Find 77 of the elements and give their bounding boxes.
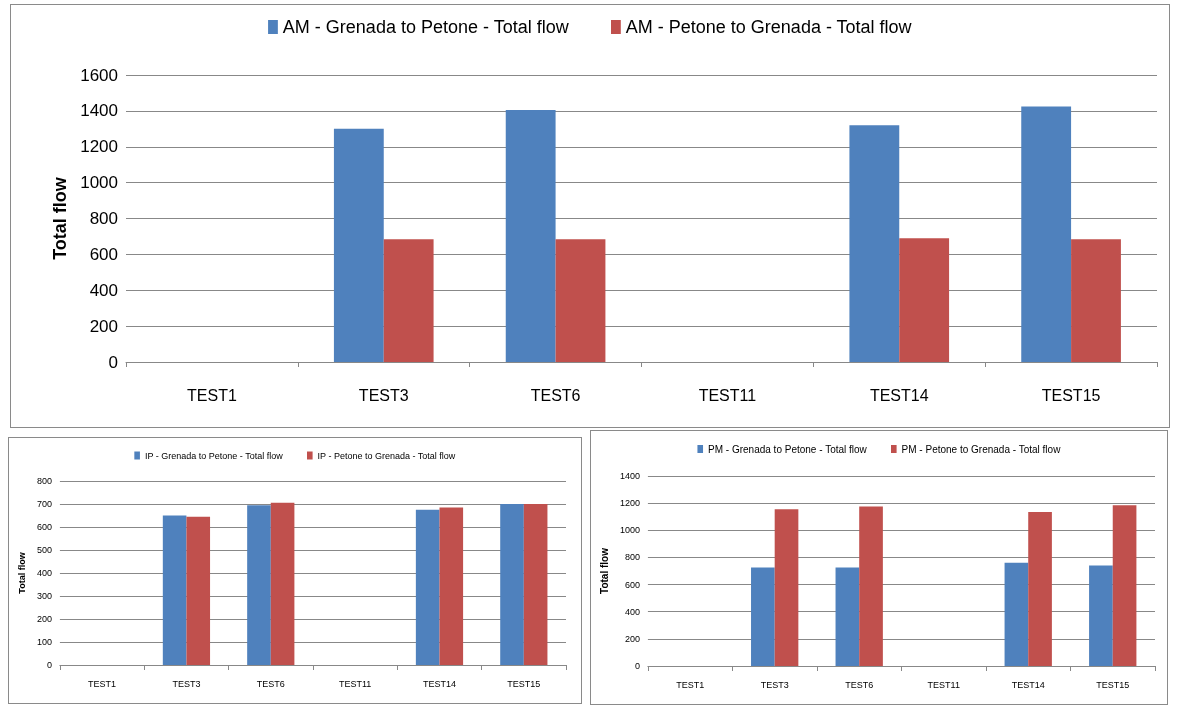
x-tick-label: TEST1 [88, 678, 117, 689]
y-tick-label: 1200 [80, 137, 118, 157]
bar [555, 239, 606, 362]
y-tick-label: 300 [36, 591, 52, 601]
x-tick-label: TEST6 [530, 387, 581, 405]
x-tick-label: TEST14 [1011, 679, 1045, 690]
bar [1089, 565, 1113, 666]
y-tick-label: 1400 [619, 471, 640, 481]
y-tick-label: 200 [624, 633, 640, 644]
bar [859, 506, 883, 666]
x-tick-label: TEST15 [507, 678, 541, 689]
x-tick-label: TEST15 [1096, 679, 1130, 690]
bar [505, 109, 556, 362]
y-tick-label: 1600 [80, 65, 118, 85]
bar [899, 238, 950, 362]
y-tick-label: 400 [36, 568, 52, 578]
y-tick-label: 1000 [619, 525, 640, 536]
y-tick-label: 600 [89, 244, 118, 264]
bar [751, 567, 775, 666]
x-tick-label: TEST15 [1041, 387, 1101, 405]
x-tick-label: TEST14 [869, 387, 929, 405]
x-tick-label: TEST1 [676, 679, 705, 690]
x-tick-label: TEST3 [172, 678, 201, 689]
x-tick-label: TEST1 [187, 387, 237, 405]
y-tick-label: 400 [624, 606, 640, 617]
bar [1021, 106, 1072, 362]
legend-label: PM - Grenada to Petone - Total flow [708, 443, 868, 455]
bar [774, 509, 799, 666]
y-tick-label: 1200 [619, 498, 640, 509]
legend-label: IP - Petone to Grenada - Total flow [317, 450, 456, 461]
x-tick-label: TEST14 [422, 678, 456, 689]
x-tick-label: TEST6 [256, 678, 285, 689]
y-tick-label: 800 [36, 476, 52, 486]
bar [186, 516, 211, 665]
legend-label: PM - Petone to Grenada - Total flow [901, 443, 1062, 455]
y-tick-label: 1400 [80, 101, 118, 121]
y-tick-label: 700 [36, 499, 52, 509]
bar [439, 507, 464, 665]
legend-label: AM - Grenada to Petone - Total flow [282, 17, 570, 37]
bar [333, 128, 384, 362]
bar [162, 515, 187, 665]
y-tick-label: 1000 [80, 173, 118, 193]
legend-label: AM - Petone to Grenada - Total flow [625, 17, 913, 37]
bar [849, 125, 900, 362]
y-tick-label: 0 [634, 661, 640, 671]
bar [835, 567, 860, 666]
y-tick-label: 0 [108, 352, 118, 372]
bar [1004, 562, 1029, 666]
bar [383, 239, 434, 362]
y-tick-label: 500 [36, 545, 52, 555]
y-axis-title: Total flow [50, 176, 71, 260]
bar [523, 504, 548, 665]
legend-label: IP - Grenada to Petone - Total flow [144, 450, 284, 461]
bar [247, 505, 271, 665]
bar [415, 509, 440, 665]
y-tick-label: 600 [624, 579, 640, 590]
y-tick-label: 400 [89, 280, 118, 300]
y-tick-label: 100 [36, 637, 52, 647]
y-tick-label: 800 [89, 209, 118, 228]
x-tick-label: TEST6 [845, 679, 874, 690]
x-tick-label: TEST3 [760, 679, 789, 690]
bar [1071, 239, 1121, 362]
y-tick-label: 800 [624, 552, 640, 563]
bar [1112, 505, 1137, 666]
y-tick-label: 600 [36, 522, 52, 532]
bar [270, 502, 295, 665]
x-tick-label: TEST11 [698, 387, 757, 405]
y-tick-label: 200 [89, 316, 118, 336]
y-tick-label: 200 [36, 614, 52, 624]
x-tick-label: TEST11 [927, 679, 960, 690]
bar [1028, 511, 1052, 666]
x-tick-label: TEST3 [358, 387, 409, 405]
y-tick-label: 0 [46, 660, 52, 670]
y-axis-title: Total flow [598, 547, 610, 594]
y-axis-title: Total flow [16, 551, 27, 594]
x-tick-label: TEST11 [338, 678, 372, 689]
bar [500, 504, 524, 665]
